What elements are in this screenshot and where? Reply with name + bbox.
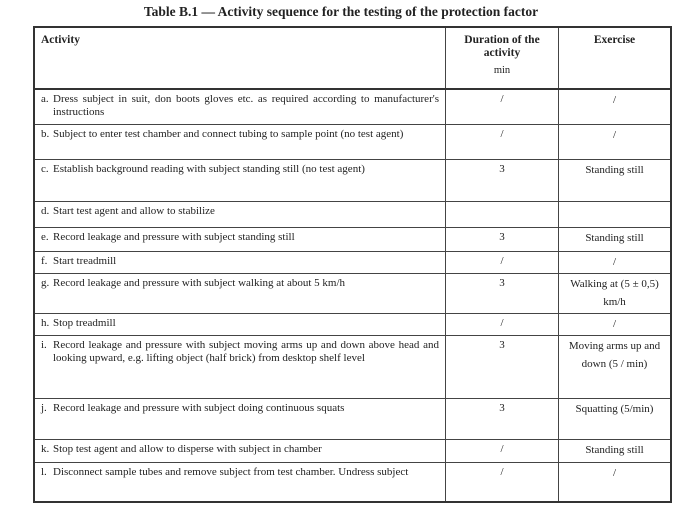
header-duration-unit: min <box>493 65 511 76</box>
activity-cell: g. Record leakage and pressure with subje… <box>33 272 446 314</box>
row-label: j. <box>41 401 47 414</box>
activity-text: Start test agent and allow to stabilize <box>53 204 215 217</box>
table-row: f. Start treadmill / / <box>33 250 672 274</box>
row-label: l. <box>41 465 47 478</box>
activity-cell: a. Dress subject in suit, don boots glove… <box>33 88 446 125</box>
row-label: a. <box>41 93 49 105</box>
duration-cell: 3 <box>445 334 559 399</box>
activity-cell: c. Establish background reading with subj… <box>33 158 446 202</box>
duration-cell: 3 <box>445 226 559 252</box>
exercise-cell: Squatting (5/min) <box>558 397 672 440</box>
row-label: e. <box>41 230 49 243</box>
duration-cell: 3 <box>445 397 559 440</box>
exercise-cell: / <box>558 312 672 336</box>
row-label: b. <box>41 127 50 140</box>
duration-cell: / <box>445 438 559 463</box>
row-label: k. <box>41 442 50 455</box>
activity-cell: j. Record leakage and pressure with subje… <box>33 397 446 440</box>
exercise-cell: Standing still <box>558 438 672 463</box>
header-exercise: Exercise <box>558 26 672 90</box>
row-label: h. <box>41 316 50 329</box>
row-label: d. <box>41 204 50 217</box>
duration-cell <box>445 200 559 228</box>
duration-cell: / <box>445 123 559 160</box>
activity-text: Dress subject in suit, don boots gloves … <box>53 93 439 118</box>
activity-text: Record leakage and pressure with subject… <box>53 401 345 414</box>
table-row: c. Establish background reading with subj… <box>33 158 672 202</box>
activity-table: Activity Duration of the activity min Exe… <box>33 26 672 503</box>
row-label: f. <box>41 254 48 267</box>
header-row: Activity Duration of the activity min Exe… <box>33 26 672 90</box>
duration-cell: 3 <box>445 272 559 314</box>
header-duration: Duration of the activity min <box>445 26 559 90</box>
activity-text: Stop test agent and allow to disperse wi… <box>53 442 322 455</box>
table-row: d. Start test agent and allow to stabiliz… <box>33 200 672 228</box>
table-row: e. Record leakage and pressure with subje… <box>33 226 672 252</box>
exercise-cell: / <box>558 88 672 125</box>
activity-cell: d. Start test agent and allow to stabiliz… <box>33 200 446 228</box>
exercise-cell: Standing still <box>558 226 672 252</box>
exercise-cell: / <box>558 461 672 503</box>
row-label: c. <box>41 162 49 175</box>
activity-cell: l. Disconnect sample tubes and remove sub… <box>33 461 446 503</box>
table-row: g. Record leakage and pressure with subje… <box>33 272 672 314</box>
activity-cell: h. Stop treadmill <box>33 312 446 336</box>
activity-cell: k. Stop test agent and allow to disperse … <box>33 438 446 463</box>
activity-cell: f. Start treadmill <box>33 250 446 274</box>
activity-text: Disconnect sample tubes and remove subje… <box>53 465 409 478</box>
table-row: i. Record leakage and pressure with subje… <box>33 334 672 399</box>
activity-cell: e. Record leakage and pressure with subje… <box>33 226 446 252</box>
activity-text: Start treadmill <box>53 254 117 267</box>
row-label: i. <box>41 338 47 351</box>
activity-cell: i. Record leakage and pressure with subje… <box>33 334 446 399</box>
row-label: g. <box>41 276 50 289</box>
table-title: Table B.1 — Activity sequence for the te… <box>143 4 539 19</box>
duration-cell: 3 <box>445 158 559 202</box>
exercise-cell: / <box>558 123 672 160</box>
duration-cell: / <box>445 250 559 274</box>
exercise-cell: Standing still <box>558 158 672 202</box>
duration-cell: / <box>445 461 559 503</box>
exercise-cell: Moving arms up and down (5 / min) <box>558 334 672 399</box>
activity-text: Stop treadmill <box>53 316 116 329</box>
table-row: h. Stop treadmill / / <box>33 312 672 336</box>
duration-cell: / <box>445 312 559 336</box>
activity-text: Record leakage and pressure with subject… <box>53 338 439 364</box>
activity-text: Establish background reading with subjec… <box>53 162 365 175</box>
table-row: a. Dress subject in suit, don boots glove… <box>33 88 672 125</box>
table-row: b. Subject to enter test chamber and conn… <box>33 123 672 160</box>
exercise-cell: / <box>558 250 672 274</box>
table-row: j. Record leakage and pressure with subje… <box>33 397 672 440</box>
header-activity: Activity <box>33 26 446 90</box>
exercise-cell <box>558 200 672 228</box>
table-row: l. Disconnect sample tubes and remove sub… <box>33 461 672 503</box>
header-duration-label: Duration of the activity <box>464 34 540 59</box>
table-row: k. Stop test agent and allow to disperse … <box>33 438 672 463</box>
exercise-cell: Walking at (5 ± 0,5) km/h <box>558 272 672 314</box>
activity-text: Record leakage and pressure with subject… <box>53 276 346 289</box>
duration-cell: / <box>445 88 559 125</box>
activity-text: Subject to enter test chamber and connec… <box>53 127 404 140</box>
activity-cell: b. Subject to enter test chamber and conn… <box>33 123 446 160</box>
activity-text: Record leakage and pressure with subject… <box>53 230 295 243</box>
